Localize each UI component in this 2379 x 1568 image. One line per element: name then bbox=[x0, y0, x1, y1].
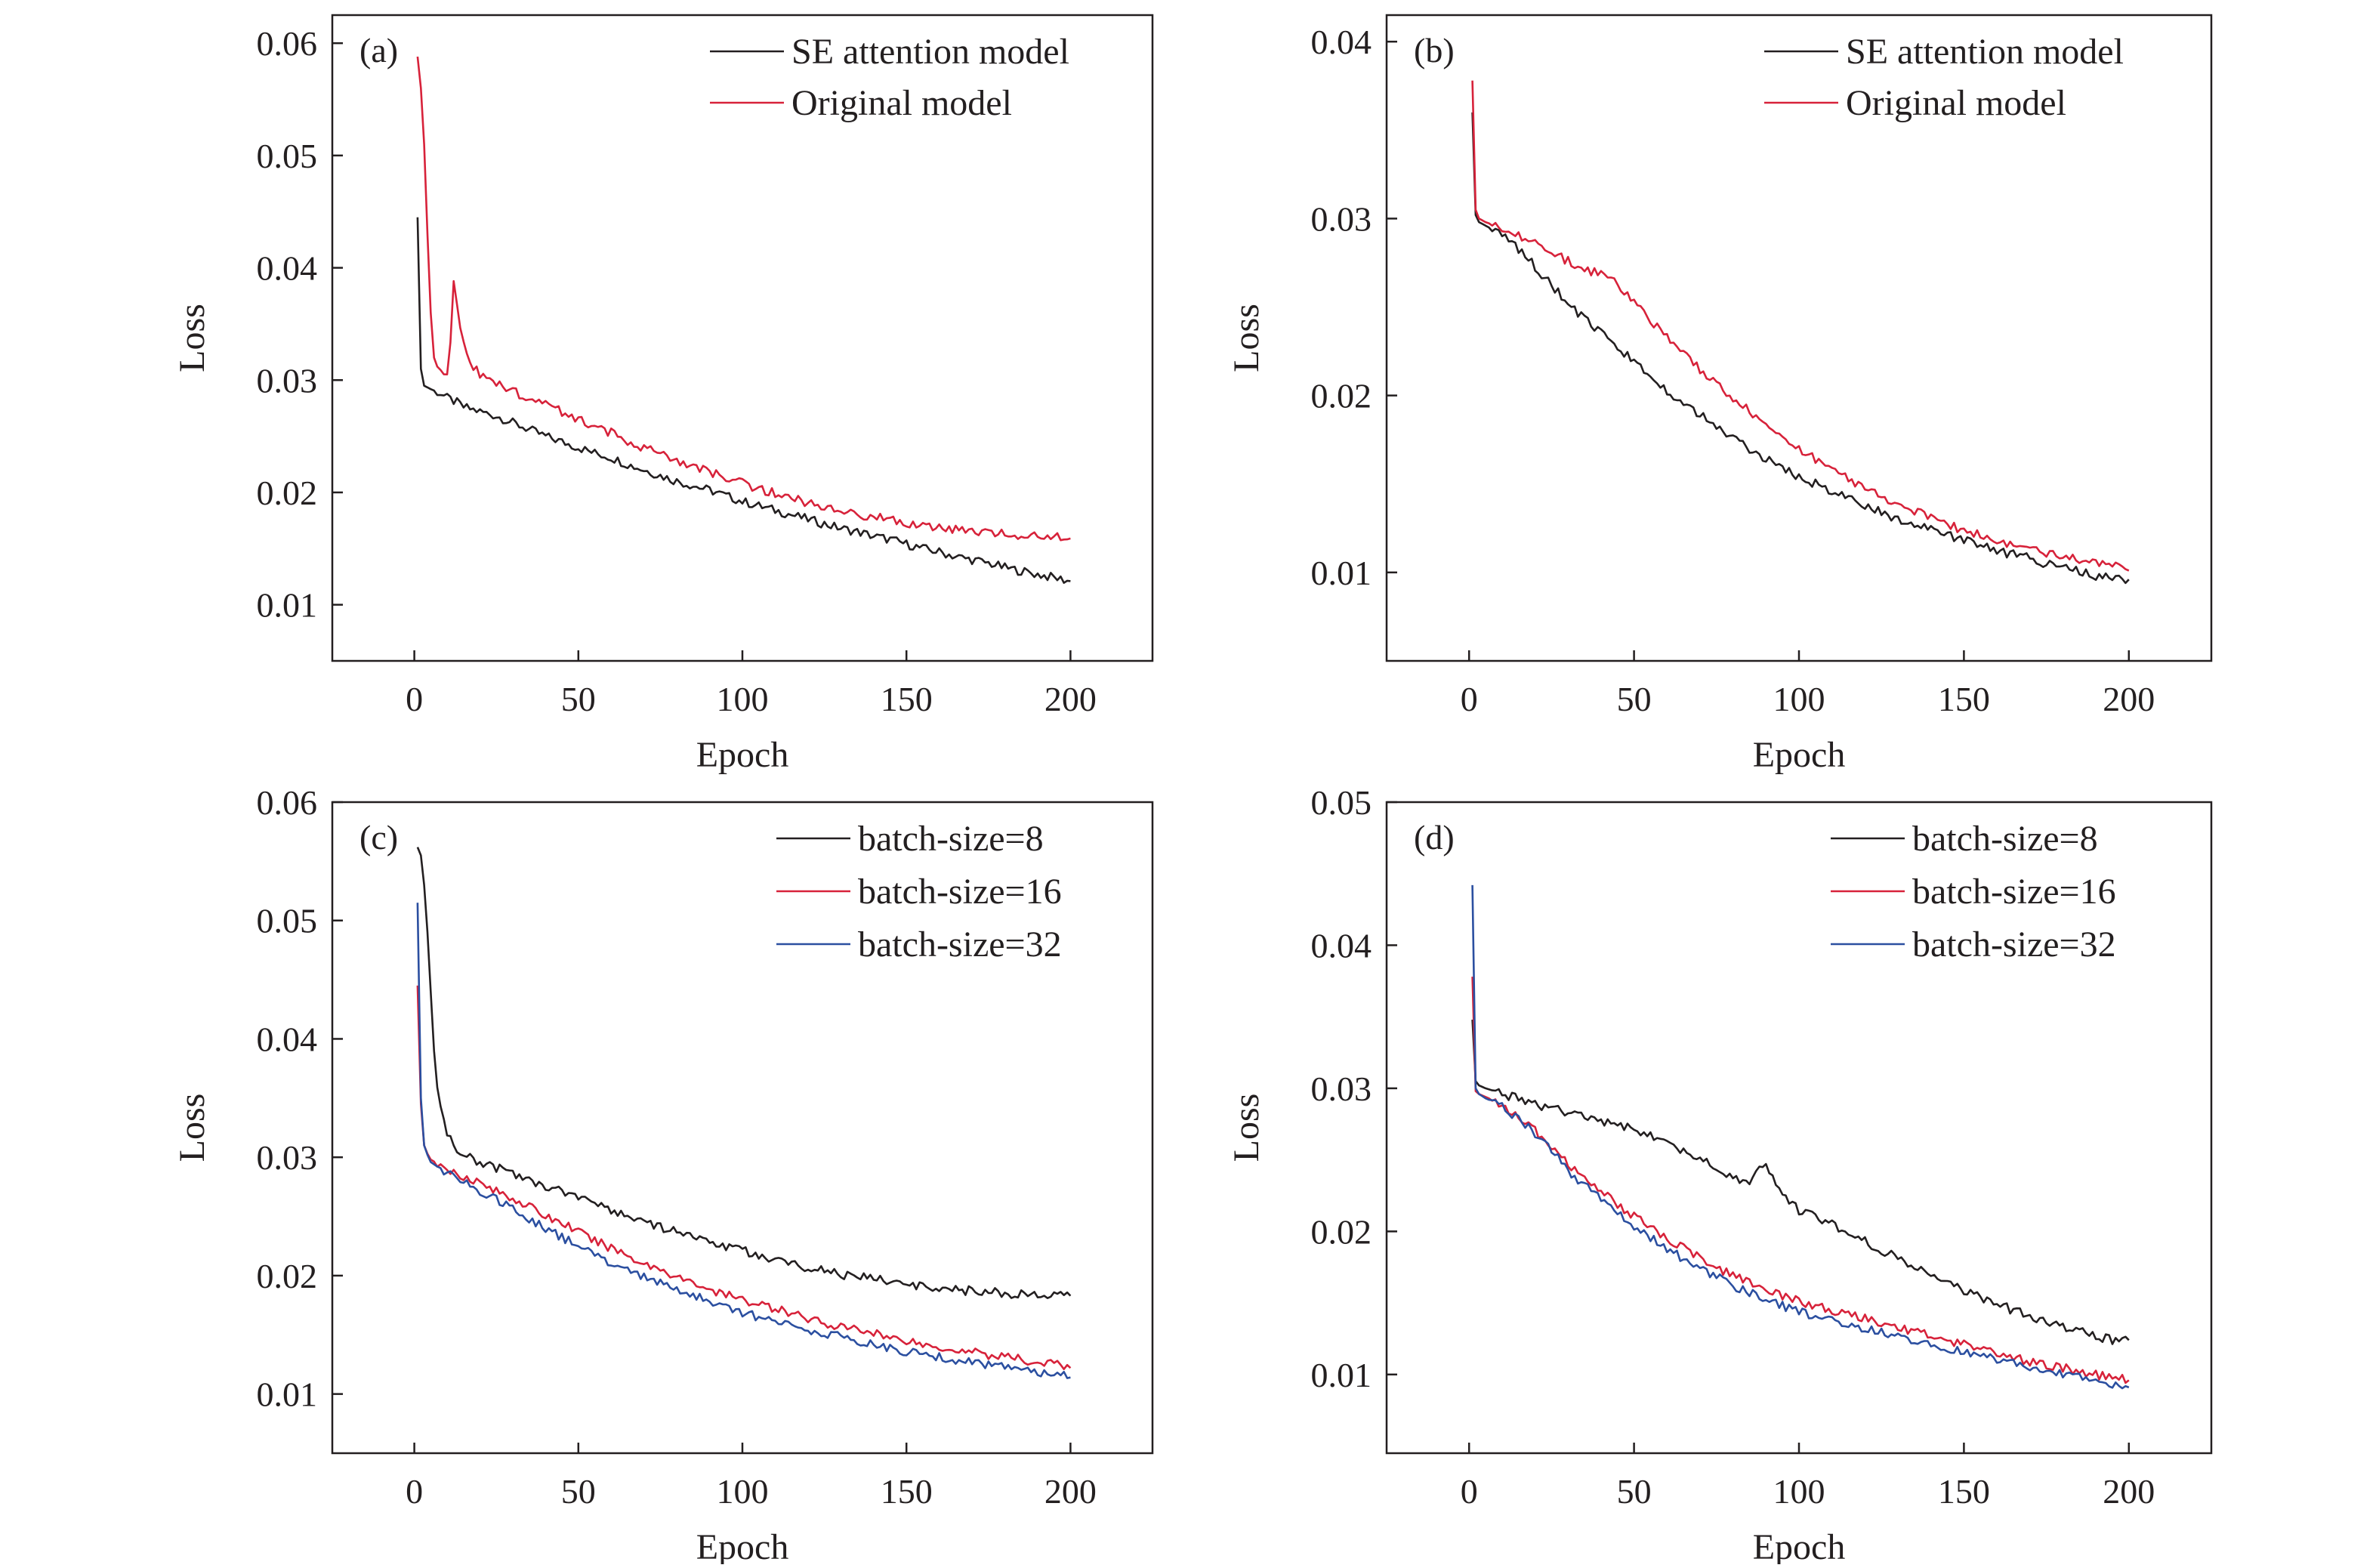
legend-label-2: batch-size=16 bbox=[1912, 872, 2116, 912]
series-line-1 bbox=[1471, 1019, 2130, 1345]
y-tick-label: 0.02 bbox=[1311, 1212, 1372, 1251]
y-tick-label: 0.03 bbox=[1311, 199, 1372, 238]
x-tick-label: 200 bbox=[1044, 680, 1097, 718]
series-line-3 bbox=[416, 903, 1071, 1379]
x-tick-label: 100 bbox=[1773, 1472, 1825, 1511]
panel-label: (a) bbox=[359, 31, 398, 69]
plot-frame bbox=[1385, 14, 2213, 662]
series-line-2 bbox=[416, 56, 1071, 542]
chart-panel-2: 0 50 100 150 200 0.01 0.02 0.03 0.04 Epoch Loss (b)… bbox=[1227, 14, 2213, 775]
x-tick-label: 200 bbox=[2103, 680, 2155, 718]
y-tick-label: 0.01 bbox=[257, 1375, 318, 1414]
legend-label-2: Original model bbox=[1846, 83, 2066, 123]
y-tick-label: 0.06 bbox=[257, 24, 318, 63]
legend-label-1: SE attention model bbox=[791, 32, 1069, 72]
y-tick-label: 0.01 bbox=[1311, 1356, 1372, 1394]
x-tick-label: 150 bbox=[881, 1472, 933, 1511]
series-line-1 bbox=[416, 847, 1072, 1299]
panel-label: (c) bbox=[359, 818, 398, 857]
x-tick-label: 100 bbox=[717, 680, 769, 718]
series-line-2 bbox=[416, 985, 1072, 1370]
x-tick-label: 200 bbox=[1044, 1472, 1097, 1511]
x-axis-label: Epoch bbox=[1753, 1527, 1846, 1564]
y-tick-label: 0.04 bbox=[257, 1020, 318, 1058]
x-tick-label: 100 bbox=[717, 1472, 769, 1511]
chart-panel-4: 0 50 100 150 200 0.01 0.02 0.03 0.04 0.05 Epoch Los… bbox=[1227, 783, 2213, 1567]
panel-label: (d) bbox=[1414, 818, 1455, 857]
y-tick-label: 0.03 bbox=[1311, 1070, 1372, 1108]
y-tick-label: 0.03 bbox=[257, 1138, 318, 1177]
y-tick-label: 0.02 bbox=[1311, 377, 1372, 415]
y-axis-label: Loss bbox=[1227, 304, 1267, 372]
legend-label-3: batch-size=32 bbox=[858, 924, 1062, 965]
series-line-1 bbox=[416, 217, 1071, 585]
y-axis-label: Loss bbox=[172, 1094, 212, 1162]
x-tick-label: 0 bbox=[406, 680, 423, 718]
y-tick-label: 0.05 bbox=[257, 137, 318, 175]
legend-label-2: batch-size=16 bbox=[858, 872, 1062, 912]
y-tick-label: 0.02 bbox=[257, 474, 318, 512]
x-tick-label: 100 bbox=[1773, 680, 1825, 718]
y-tick-label: 0.04 bbox=[1311, 926, 1372, 965]
panel-label: (b) bbox=[1414, 31, 1455, 69]
y-tick-label: 0.04 bbox=[257, 249, 318, 288]
x-tick-label: 50 bbox=[561, 680, 596, 718]
y-tick-label: 0.05 bbox=[257, 902, 318, 940]
y-tick-label: 0.06 bbox=[257, 783, 318, 822]
x-tick-label: 150 bbox=[1938, 680, 1990, 718]
x-tick-label: 0 bbox=[1461, 1472, 1478, 1511]
y-tick-label: 0.04 bbox=[1311, 23, 1372, 61]
x-tick-label: 0 bbox=[1461, 680, 1478, 718]
y-tick-label: 0.01 bbox=[1311, 554, 1372, 592]
plot-frame bbox=[331, 14, 1154, 662]
series-line-2 bbox=[1471, 977, 2130, 1384]
x-axis-label: Epoch bbox=[696, 735, 789, 775]
series-line-1 bbox=[1471, 112, 2130, 585]
y-tick-label: 0.01 bbox=[257, 586, 318, 625]
x-axis-label: Epoch bbox=[1753, 735, 1846, 775]
y-tick-label: 0.05 bbox=[1311, 783, 1372, 822]
legend-label-1: SE attention model bbox=[1846, 32, 2124, 72]
series-line-3 bbox=[1471, 884, 2130, 1390]
legend-label-2: Original model bbox=[791, 83, 1012, 123]
x-tick-label: 150 bbox=[881, 680, 933, 718]
chart-panel-1: 0 50 100 150 200 0.01 0.02 0.03 0.04 0.05 0.06 Epoc… bbox=[172, 14, 1154, 775]
legend-label-1: batch-size=8 bbox=[858, 819, 1044, 859]
y-tick-label: 0.03 bbox=[257, 361, 318, 400]
chart-panel-3: 0 50 100 150 200 0.01 0.02 0.03 0.04 0.05 0.06 Epoc… bbox=[172, 783, 1154, 1567]
legend-label-3: batch-size=32 bbox=[1912, 924, 2116, 965]
series-line-2 bbox=[1471, 80, 2130, 572]
x-axis-label: Epoch bbox=[696, 1527, 789, 1564]
x-tick-label: 0 bbox=[406, 1472, 423, 1511]
x-tick-label: 50 bbox=[561, 1472, 596, 1511]
x-tick-label: 50 bbox=[1617, 1472, 1652, 1511]
x-tick-label: 150 bbox=[1938, 1472, 1990, 1511]
y-axis-label: Loss bbox=[172, 304, 212, 372]
y-tick-label: 0.02 bbox=[257, 1257, 318, 1295]
x-tick-label: 200 bbox=[2103, 1472, 2155, 1511]
y-axis-label: Loss bbox=[1227, 1094, 1267, 1162]
legend-label-1: batch-size=8 bbox=[1912, 819, 2098, 859]
x-tick-label: 50 bbox=[1617, 680, 1652, 718]
